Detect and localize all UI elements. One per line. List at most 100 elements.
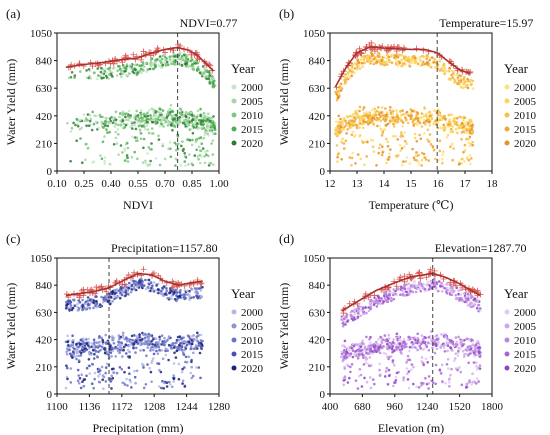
scatter-point — [354, 354, 358, 358]
scatter-point — [404, 118, 408, 122]
scatter-point — [133, 287, 136, 291]
scatter-point — [393, 119, 397, 123]
scatter-point — [87, 68, 91, 71]
scatter-point — [436, 114, 440, 117]
scatter-point — [100, 157, 104, 160]
scatter-point — [423, 132, 426, 135]
scatter-point — [180, 344, 183, 348]
scatter-point — [79, 338, 83, 342]
x-tick-label: 0.40 — [101, 178, 121, 190]
scatter-point — [207, 164, 211, 167]
scatter-point — [124, 73, 128, 77]
scatter-point — [111, 376, 115, 380]
scatter-point — [121, 331, 125, 335]
scatter-point — [433, 340, 436, 343]
x-tick-label: 680 — [354, 401, 371, 413]
scatter-point — [398, 342, 402, 345]
scatter-point — [340, 158, 344, 161]
scatter-point — [165, 60, 169, 64]
scatter-point — [65, 364, 68, 368]
scatter-point — [434, 363, 438, 367]
scatter-point — [170, 294, 174, 298]
scatter-point — [117, 123, 120, 127]
scatter-point — [362, 348, 366, 352]
scatter-point — [417, 386, 421, 389]
scatter-point — [165, 381, 169, 385]
scatter-point — [466, 304, 470, 307]
scatter-point — [206, 70, 210, 73]
threshold-annotation: NDVI=0.77 — [180, 16, 238, 30]
scatter-point — [467, 80, 470, 83]
scatter-point — [170, 297, 173, 301]
scatter-point — [435, 286, 438, 290]
scatter-point — [198, 149, 202, 152]
plus-marker — [406, 271, 413, 278]
scatter-point — [447, 113, 451, 117]
scatter-point — [145, 124, 149, 127]
scatter-point — [478, 364, 482, 367]
scatter-point — [142, 348, 145, 352]
scatter-point — [103, 69, 106, 73]
scatter-point — [377, 343, 381, 346]
scatter-point — [172, 374, 175, 377]
scatter-point — [335, 92, 339, 96]
scatter-point — [184, 164, 187, 167]
scatter-point — [145, 354, 148, 358]
scatter-point — [182, 114, 185, 118]
scatter-point — [133, 342, 136, 346]
scatter-point — [458, 366, 461, 369]
scatter-point — [173, 117, 176, 120]
scatter-point — [88, 298, 92, 301]
scatter-point — [360, 353, 364, 356]
scatter-point — [389, 106, 392, 109]
scatter-point — [419, 289, 423, 293]
scatter-point — [166, 110, 170, 114]
plus-marker — [74, 292, 81, 299]
scatter-point — [410, 337, 414, 340]
scatter-point — [119, 345, 122, 349]
scatter-point — [196, 155, 200, 158]
scatter-point — [383, 334, 387, 337]
scatter-point — [92, 122, 96, 126]
scatter-point — [178, 52, 182, 55]
scatter-point — [418, 116, 422, 120]
scatter-point — [193, 154, 197, 157]
scatter-point — [388, 60, 392, 63]
plus-marker — [162, 49, 169, 56]
scatter-point — [442, 346, 446, 350]
scatter-point — [470, 157, 473, 160]
scatter-point — [350, 314, 354, 318]
x-tick-label: 16 — [433, 178, 445, 190]
scatter-point — [387, 297, 390, 300]
scatter-point — [395, 54, 399, 58]
scatter-point — [446, 357, 450, 361]
scatter-point — [374, 61, 378, 65]
scatter-point — [137, 119, 140, 122]
scatter-point — [479, 308, 482, 312]
scatter-point — [183, 293, 186, 297]
scatter-point — [149, 281, 153, 284]
scatter-point — [434, 344, 438, 348]
scatter-point — [419, 347, 422, 350]
scatter-point — [135, 109, 138, 113]
scatter-point — [112, 143, 116, 146]
scatter-point — [154, 157, 158, 160]
scatter-point — [199, 341, 203, 345]
plus-marker — [388, 44, 395, 51]
scatter-point — [187, 138, 190, 141]
scatter-point — [474, 299, 478, 303]
scatter-point — [205, 129, 208, 133]
scatter-point — [465, 131, 469, 134]
scatter-point — [78, 350, 82, 353]
scatter-point — [381, 346, 385, 350]
scatter-point — [441, 153, 444, 156]
scatter-point — [470, 294, 474, 298]
scatter-point — [152, 348, 155, 352]
scatter-point — [158, 118, 162, 122]
scatter-point — [88, 75, 91, 78]
scatter-point — [127, 366, 131, 370]
scatter-point — [454, 336, 458, 339]
scatter-point — [76, 379, 80, 383]
scatter-point — [101, 378, 104, 382]
fit-curve — [65, 272, 203, 297]
